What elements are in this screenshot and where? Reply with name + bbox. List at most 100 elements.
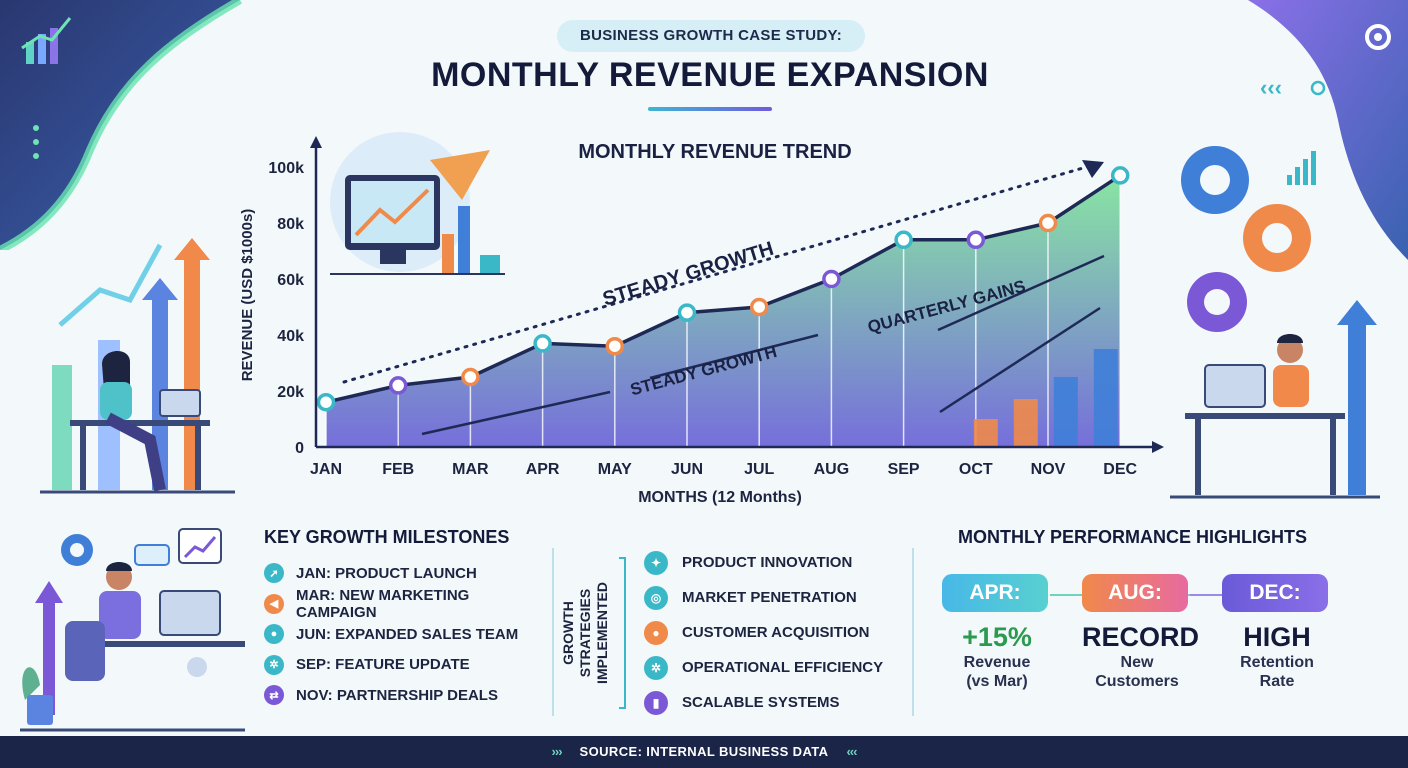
rocket-icon: ➚ <box>264 563 284 584</box>
decorative-bar <box>1093 349 1118 447</box>
footer-bar: ››› SOURCE: INTERNAL BUSINESS DATA ‹‹‹ <box>0 736 1408 768</box>
x-tick-label: JAN <box>310 461 342 478</box>
data-point <box>822 269 841 289</box>
chart-annotation: STEADY GROWTH <box>600 238 776 311</box>
strategies-label-line: STRATEGIES <box>577 589 593 677</box>
illustration-man-computer <box>20 528 245 732</box>
milestone-label: JAN: PRODUCT LAUNCH <box>296 564 477 582</box>
illustration-gears-man <box>1170 146 1380 499</box>
decorative-bar <box>1013 399 1038 447</box>
growth-arrow <box>937 254 1105 332</box>
strategy-item: ✦ PRODUCT INNOVATION <box>644 545 914 580</box>
trend-arrow-head <box>1082 160 1104 178</box>
milestones-list: ➚ JAN: PRODUCT LAUNCH ◀ MAR: NEW MARKETING… <box>264 558 554 711</box>
data-point <box>966 230 986 250</box>
handshake-icon: ⇄ <box>264 685 284 706</box>
source-note: SOURCE: INTERNAL BUSINESS DATA <box>579 744 829 759</box>
decorative-bar <box>973 419 998 447</box>
strategy-item: ● CUSTOMER ACQUISITION <box>644 615 914 650</box>
data-point <box>1110 166 1130 185</box>
y-tick-label: 100k <box>268 160 304 177</box>
milestone-label: SEP: FEATURE UPDATE <box>296 656 470 674</box>
revenue-line <box>325 173 1122 404</box>
highlights-heading: MONTHLY PERFORMANCE HIGHLIGHTS <box>958 527 1308 547</box>
x-tick-label: FEB <box>382 461 414 478</box>
chevron-right-icon: ››› <box>551 744 563 759</box>
divider <box>912 548 914 716</box>
highlight-caption: Customers <box>1095 673 1179 690</box>
x-tick-label: NOV <box>1031 461 1066 478</box>
chevron-left-icon: ‹‹‹ <box>846 744 857 759</box>
y-tick-label: 60k <box>277 272 304 289</box>
x-tick-label: MAY <box>598 461 632 478</box>
milestone-item: ◀ MAR: NEW MARKETING CAMPAIGN <box>264 586 554 621</box>
y-tick-label: 0 <box>295 440 304 457</box>
corner-decoration-right: ‹‹‹ <box>1248 0 1408 260</box>
highlight-caption: (vs Mar) <box>966 673 1028 690</box>
y-tick-label: 40k <box>277 328 304 345</box>
milestone-item: ⇄ NOV: PARTNERSHIP DEALS <box>264 680 554 711</box>
gear-icon: ✲ <box>264 654 284 675</box>
data-point <box>1038 213 1058 233</box>
highlight-card-dec: DEC: HIGH Retention Rate <box>1222 574 1332 691</box>
x-tick-label: JUN <box>671 461 703 478</box>
data-point <box>316 392 336 412</box>
strategies-label-line: GROWTH <box>560 601 576 665</box>
y-tick-label: 20k <box>277 384 304 401</box>
svg-text:‹‹‹: ‹‹‹ <box>1260 75 1282 100</box>
gears-icon: ✲ <box>644 655 668 680</box>
monitor-growth-illustration <box>330 132 505 275</box>
highlight-caption: New <box>1120 654 1154 671</box>
x-tick-label: OCT <box>959 461 993 478</box>
highlight-caption: Retention <box>1240 654 1314 671</box>
growth-arrow <box>939 306 1101 414</box>
chart-title: MONTHLY REVENUE TREND <box>578 141 852 163</box>
page-title: MONTHLY REVENUE EXPANSION <box>431 56 989 94</box>
y-axis-title: REVENUE (USD $1000s) <box>239 209 256 382</box>
strategies-list: ✦ PRODUCT INNOVATION ◎ MARKET PENETRATION … <box>644 545 914 720</box>
milestone-item: ● JUN: EXPANDED SALES TEAM <box>264 619 554 650</box>
highlight-card-apr: APR: +15% Revenue (vs Mar) <box>942 574 1052 691</box>
highlight-value: +15% <box>962 622 1032 652</box>
x-tick-label: SEP <box>888 461 920 478</box>
strategy-label: OPERATIONAL EFFICIENCY <box>682 659 884 676</box>
strategy-label: MARKET PENETRATION <box>682 589 857 606</box>
chart-icon: ▮ <box>644 690 668 715</box>
x-axis-arrow <box>1152 441 1164 453</box>
data-point <box>677 303 697 322</box>
x-tick-label: DEC <box>1103 461 1137 478</box>
team-icon: ● <box>264 624 284 645</box>
decorative-bar <box>1053 377 1078 447</box>
highlight-caption: Rate <box>1259 673 1295 690</box>
strategy-item: ✲ OPERATIONAL EFFICIENCY <box>644 650 914 685</box>
strategy-label: CUSTOMER ACQUISITION <box>682 624 870 641</box>
strategies-label: GROWTH STRATEGIES IMPLEMENTED <box>560 557 626 709</box>
revenue-line-chart: 0 20k 40k 60k 80k 100k JAN FEB MAR APR MAY JUN JUL AU… <box>239 132 1164 506</box>
x-tick-label: APR <box>526 461 560 478</box>
data-point <box>388 376 408 395</box>
connector-line <box>1190 594 1226 596</box>
strategy-label: PRODUCT INNOVATION <box>682 554 853 571</box>
y-axis-arrow <box>310 136 322 148</box>
data-point <box>894 230 913 250</box>
x-tick-label: MAR <box>452 461 489 478</box>
person-icon: ● <box>644 620 668 645</box>
milestone-item: ✲ SEP: FEATURE UPDATE <box>264 650 554 681</box>
milestone-label: NOV: PARTNERSHIP DEALS <box>296 686 498 704</box>
divider <box>552 548 554 716</box>
highlight-value: HIGH <box>1243 622 1311 652</box>
target-icon: ◎ <box>644 585 668 610</box>
x-tick-label: AUG <box>814 461 850 478</box>
milestone-label: MAR: NEW MARKETING CAMPAIGN <box>296 586 470 621</box>
growth-arrow <box>421 390 611 436</box>
x-axis-title: MONTHS (12 Months) <box>638 489 802 506</box>
strategies-label-line: IMPLEMENTED <box>594 582 610 684</box>
data-point <box>461 367 480 387</box>
eyebrow-label: BUSINESS GROWTH CASE STUDY: <box>557 20 865 52</box>
milestones-heading: KEY GROWTH MILESTONES <box>264 527 510 547</box>
strategy-item: ◎ MARKET PENETRATION <box>644 580 914 615</box>
growth-arrow <box>649 333 819 380</box>
corner-decoration-left <box>0 0 242 250</box>
milestone-label: JUN: EXPANDED SALES TEAM <box>296 625 519 643</box>
highlight-pill: DEC: <box>1222 574 1328 612</box>
